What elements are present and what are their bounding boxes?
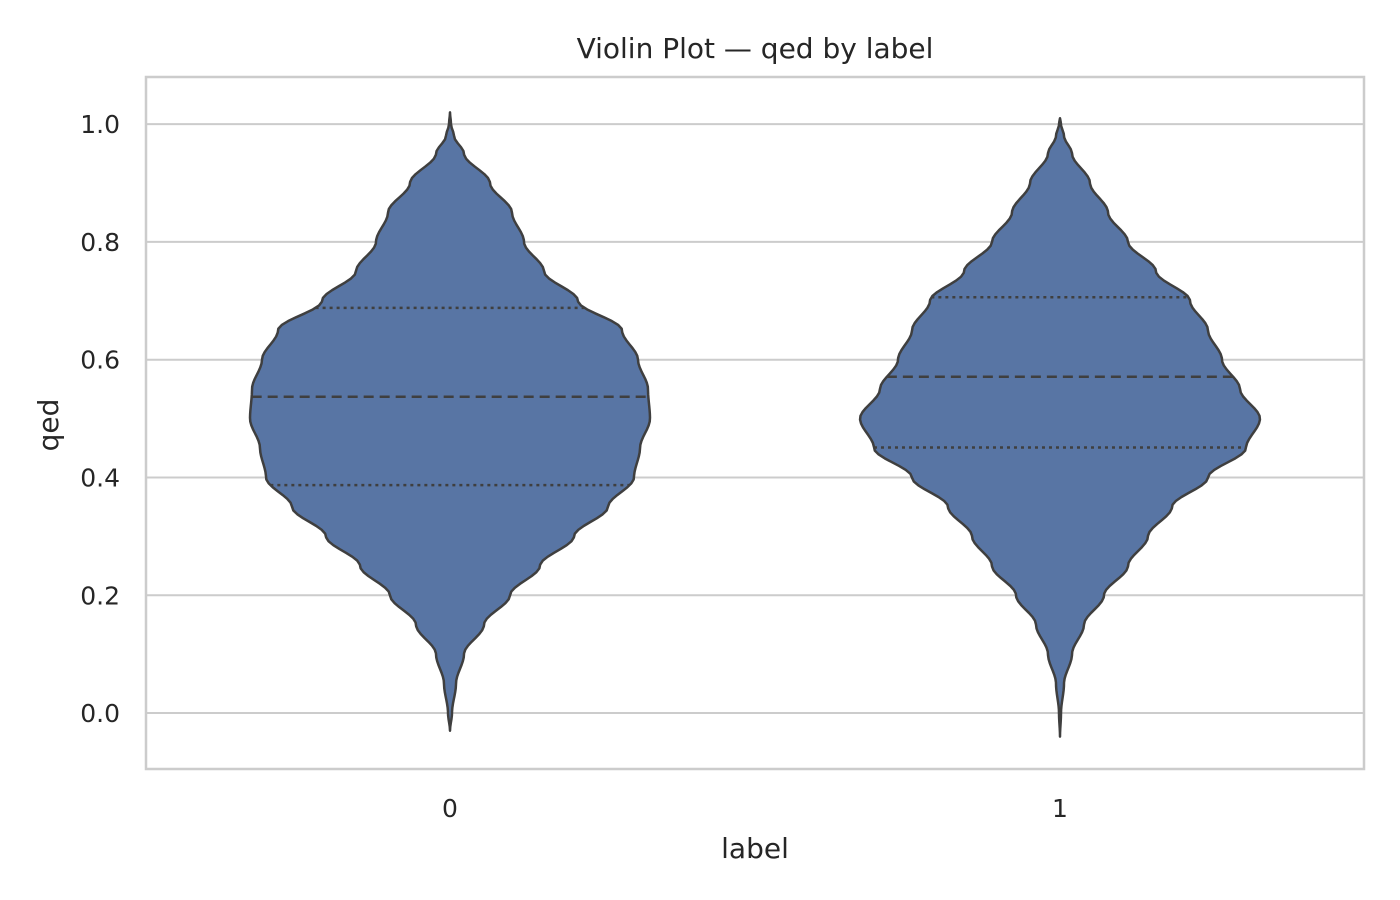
violin-0 <box>248 111 652 732</box>
x-axis-label: label <box>721 832 789 865</box>
y-tick-label: 0.0 <box>80 699 120 728</box>
x-tick-label: 0 <box>442 794 458 823</box>
violin-body <box>248 111 652 732</box>
y-tick-label: 0.8 <box>80 228 120 257</box>
y-tick-label: 0.6 <box>80 346 120 375</box>
y-tick-label: 0.2 <box>80 581 120 610</box>
plot-frame <box>144 75 1366 771</box>
violin-1 <box>858 116 1262 738</box>
violin-layer <box>248 111 1262 738</box>
y-tick-labels: 0.0 0.2 0.4 0.6 0.8 1.0 <box>80 110 120 728</box>
y-tick-label: 1.0 <box>80 110 120 139</box>
y-tick-label: 0.4 <box>80 463 120 492</box>
y-axis-label: qed <box>32 399 65 452</box>
x-tick-label: 1 <box>1052 794 1068 823</box>
violin-body <box>858 116 1262 738</box>
chart-title: Violin Plot — qed by label <box>577 32 934 65</box>
